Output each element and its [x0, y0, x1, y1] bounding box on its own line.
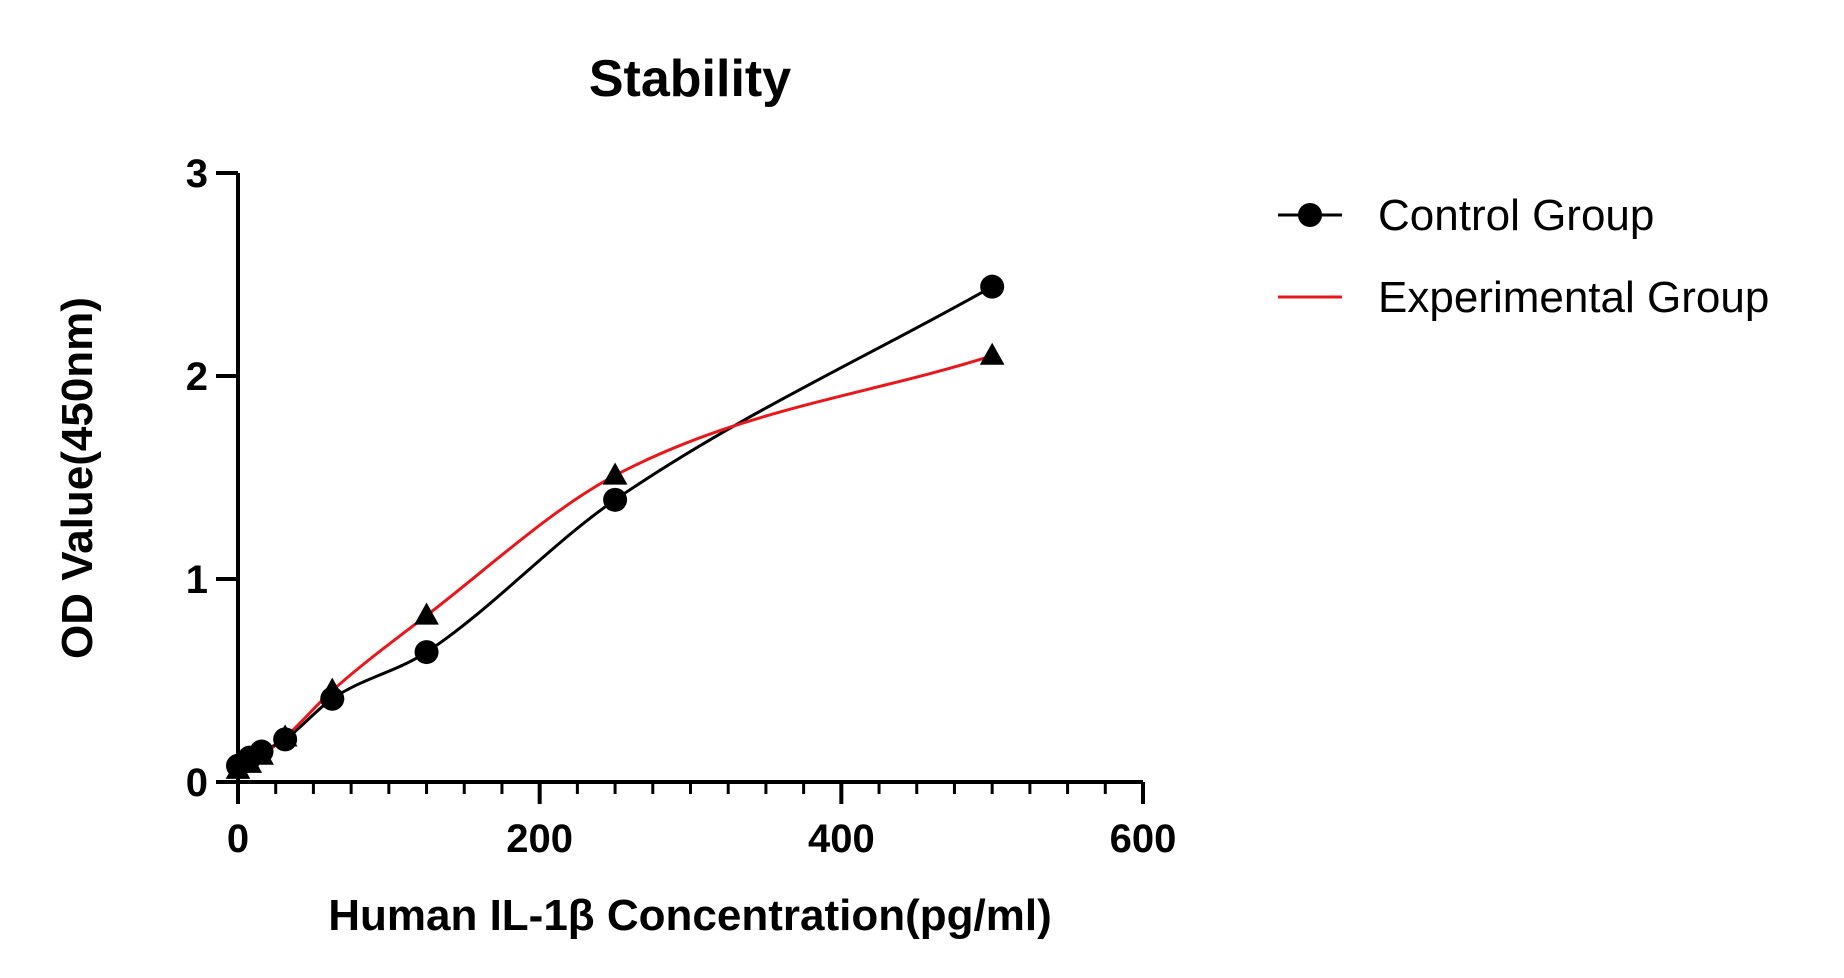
control-point [249, 739, 274, 764]
chart-title: Stability [589, 50, 791, 108]
legend-marker [1298, 203, 1322, 227]
y-tick-label: 2 [186, 355, 208, 399]
experimental-point [979, 342, 1005, 365]
y-tick-label: 3 [186, 152, 208, 196]
x-tick-label: 200 [506, 817, 573, 861]
y-tick-label: 0 [186, 761, 208, 805]
data-points [225, 274, 1005, 779]
series-line-1 [237, 354, 993, 772]
x-tick-label: 600 [1110, 817, 1177, 861]
x-tick-label: 400 [808, 817, 875, 861]
legend: Control Group Experimental Group [1278, 191, 1769, 322]
legend-label: Control Group [1378, 191, 1654, 240]
y-tick-label: 1 [186, 558, 208, 602]
series-line-0 [237, 285, 993, 767]
fit-lines [237, 285, 993, 772]
experimental-point [602, 462, 628, 485]
control-point [980, 274, 1005, 299]
control-point [603, 487, 628, 512]
control-point [273, 727, 298, 752]
y-axis-label: OD Value(450nm) [53, 297, 102, 659]
x-axis-label: Human IL-1β Concentration(pg/ml) [328, 891, 1052, 940]
axes: 0 1 2 3 0 200 400 600 [186, 152, 1177, 861]
experimental-point [414, 602, 439, 625]
control-point [320, 686, 345, 711]
x-tick-label: 0 [227, 817, 249, 861]
control-point [414, 640, 439, 665]
legend-label: Experimental Group [1378, 273, 1769, 322]
